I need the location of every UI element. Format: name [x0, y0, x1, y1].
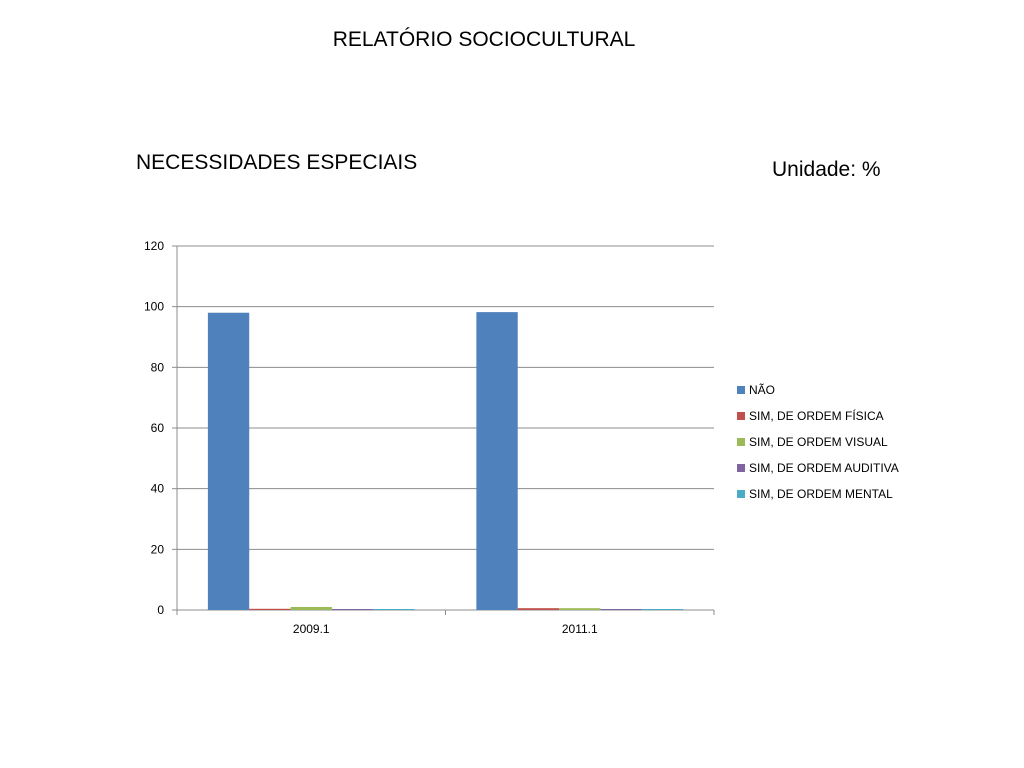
- y-tick-label: 100: [144, 300, 164, 314]
- legend-label: NÃO: [749, 383, 776, 397]
- legend-item: SIM, DE ORDEM VISUAL: [737, 429, 899, 455]
- bar: [290, 606, 332, 610]
- y-tick-label: 60: [151, 421, 165, 435]
- bar: [249, 608, 291, 610]
- bar: [641, 609, 684, 610]
- legend-item: SIM, DE ORDEM FÍSICA: [737, 403, 899, 429]
- y-tick-label: 80: [151, 360, 165, 374]
- bar: [331, 609, 374, 610]
- unit-label: Unidade: %: [772, 158, 881, 181]
- bars: [207, 312, 684, 610]
- legend-swatch: [737, 490, 745, 498]
- legend-label: SIM, DE ORDEM VISUAL: [749, 435, 888, 449]
- legend-item: SIM, DE ORDEM AUDITIVA: [737, 455, 899, 481]
- y-tick-label: 120: [144, 239, 164, 253]
- legend-label: SIM, DE ORDEM AUDITIVA: [749, 461, 899, 475]
- gridlines: [177, 245, 714, 550]
- legend-item: SIM, DE ORDEM MENTAL: [737, 481, 899, 507]
- tick-labels: 0 20 40 60 80 100 120 2009.1 2011.1: [144, 239, 598, 636]
- legend-swatch: [737, 412, 745, 420]
- x-tick-label: 2011.1: [562, 622, 598, 636]
- bar: [207, 312, 250, 610]
- bar: [559, 608, 601, 610]
- x-tick-label: 2009.1: [293, 622, 330, 636]
- legend-label: SIM, DE ORDEM MENTAL: [749, 487, 893, 501]
- bar: [476, 312, 518, 610]
- y-tick-label: 20: [151, 542, 165, 556]
- bar: [517, 608, 560, 610]
- slide-title: RELATÓRIO SOCIOCULTURAL: [332, 28, 636, 51]
- y-tick-label: 40: [151, 482, 165, 496]
- legend-item: NÃO: [737, 377, 899, 403]
- chart-heading: NECESSIDADES ESPECIAIS: [136, 151, 418, 174]
- legend-label: SIM, DE ORDEM FÍSICA: [749, 409, 884, 423]
- legend-swatch: [737, 438, 745, 446]
- legend-swatch: [737, 464, 745, 472]
- y-tick-label: 0: [157, 603, 164, 617]
- bar: [600, 609, 642, 610]
- legend-swatch: [737, 386, 745, 394]
- axes: [172, 245, 715, 615]
- chart-legend: NÃO SIM, DE ORDEM FÍSICA SIM, DE ORDEM V…: [737, 377, 899, 507]
- bar: [373, 609, 415, 610]
